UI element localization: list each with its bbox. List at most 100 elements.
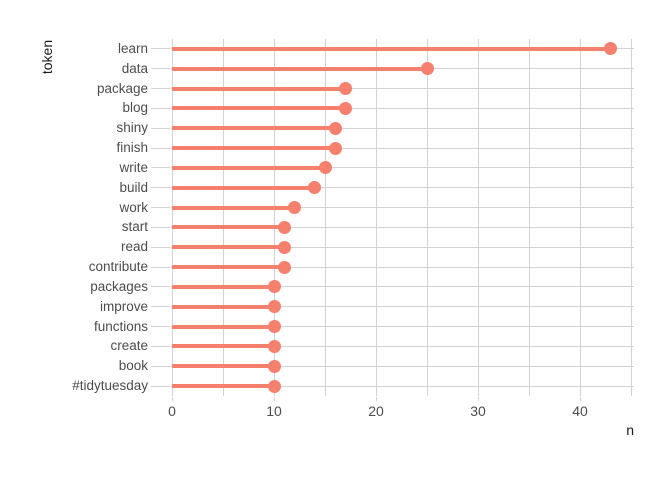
y-axis-tick-label: blog	[122, 100, 148, 116]
y-axis-tick-label: finish	[116, 140, 148, 156]
y-axis-tick-label: shiny	[116, 120, 148, 136]
lollipop-stem	[172, 46, 611, 51]
y-axis-tick	[151, 345, 170, 347]
gridline-vertical	[630, 39, 632, 396]
gridline-horizontal	[171, 88, 634, 90]
lollipop-stem	[172, 324, 274, 329]
y-axis-tick	[151, 127, 170, 129]
gridline-horizontal	[171, 365, 634, 367]
x-axis-tick-label: 20	[368, 403, 384, 419]
lollipop-stem	[172, 225, 285, 230]
gridline-vertical	[171, 39, 173, 396]
x-axis-tick	[171, 397, 173, 401]
lollipop-stem	[172, 364, 274, 369]
lollipop-stem	[172, 165, 325, 170]
y-axis-tick-label: create	[110, 338, 148, 354]
x-axis-tick-label: 10	[266, 403, 282, 419]
x-axis-tick	[477, 397, 479, 401]
y-axis-tick	[151, 48, 170, 50]
y-axis-tick	[151, 326, 170, 328]
lollipop-dot	[287, 201, 301, 215]
y-axis-tick	[151, 286, 170, 288]
y-axis-tick-label: learn	[117, 40, 148, 56]
y-axis-tick-label: packages	[90, 278, 148, 294]
gridline-horizontal	[171, 266, 634, 268]
gridline-horizontal	[171, 385, 634, 387]
lollipop-dot	[267, 379, 281, 393]
gridline-horizontal	[171, 187, 634, 189]
x-axis-tick	[579, 397, 581, 401]
y-axis-tick-label: build	[119, 179, 148, 195]
gridline-vertical	[222, 39, 224, 396]
gridline-horizontal	[171, 107, 634, 109]
lollipop-dot	[328, 141, 342, 155]
lollipop-dot	[267, 359, 281, 373]
x-axis-tick-label: 40	[572, 403, 588, 419]
gridline-vertical	[528, 39, 530, 396]
x-axis-title: n	[626, 422, 634, 438]
y-axis-tick	[151, 266, 170, 268]
y-axis-tick	[151, 68, 170, 70]
x-axis-tick-label: 0	[168, 403, 176, 419]
lollipop-dot	[604, 42, 618, 56]
gridline-vertical	[426, 39, 428, 396]
y-axis-tick	[151, 385, 170, 387]
lollipop-stem	[172, 205, 295, 210]
gridline-horizontal	[171, 167, 634, 169]
lollipop-dot	[267, 280, 281, 294]
lollipop-dot	[267, 320, 281, 334]
y-axis-tick-label: work	[119, 199, 148, 215]
lollipop-dot	[308, 181, 322, 195]
y-axis-tick	[151, 226, 170, 228]
lollipop-dot	[277, 260, 291, 274]
y-axis-tick	[151, 88, 170, 90]
gridline-vertical	[579, 39, 581, 396]
gridline-horizontal	[171, 226, 634, 228]
lollipop-stem	[172, 86, 346, 91]
gridline-vertical	[324, 39, 326, 396]
y-axis-tick	[151, 147, 170, 149]
gridline-horizontal	[171, 127, 634, 129]
gridline-horizontal	[171, 286, 634, 288]
lollipop-stem	[172, 126, 336, 131]
lollipop-stem	[172, 245, 285, 250]
y-axis-tick-label: improve	[99, 298, 148, 314]
y-axis-tick	[151, 246, 170, 248]
lollipop-stem	[172, 284, 274, 289]
y-axis-tick-label: data	[121, 60, 148, 76]
y-axis-tick-label: package	[96, 80, 148, 96]
lollipop-dot	[267, 300, 281, 314]
y-axis-tick-label: write	[119, 159, 148, 175]
y-axis-tick	[151, 187, 170, 189]
plot-panel	[171, 39, 634, 396]
lollipop-dot	[277, 240, 291, 254]
lollipop-stem	[172, 344, 274, 349]
lollipop-dot	[328, 121, 342, 135]
gridline-horizontal	[171, 326, 634, 328]
y-axis-tick	[151, 306, 170, 308]
y-axis-tick-label: start	[121, 219, 148, 235]
y-axis-tick-label: functions	[93, 318, 148, 334]
lollipop-stem	[172, 384, 274, 389]
lollipop-stem	[172, 265, 285, 270]
y-axis-tick	[151, 107, 170, 109]
y-axis-tick-label: book	[118, 358, 148, 374]
gridline-vertical	[477, 39, 479, 396]
y-axis-tick-label: #tidytuesday	[72, 378, 148, 394]
lollipop-stem	[172, 66, 427, 71]
y-axis-tick	[151, 207, 170, 209]
lollipop-dot	[318, 161, 332, 175]
gridline-vertical	[375, 39, 377, 396]
gridline-horizontal	[171, 306, 634, 308]
y-axis-tick	[151, 365, 170, 367]
y-axis-tick	[151, 167, 170, 169]
gridline-vertical	[273, 39, 275, 396]
lollipop-dot	[338, 101, 352, 115]
lollipop-stem	[172, 185, 315, 190]
x-axis-tick	[273, 397, 275, 401]
x-axis-tick	[375, 397, 377, 401]
lollipop-stem	[172, 146, 336, 151]
gridline-horizontal	[171, 246, 634, 248]
lollipop-dot	[277, 220, 291, 234]
